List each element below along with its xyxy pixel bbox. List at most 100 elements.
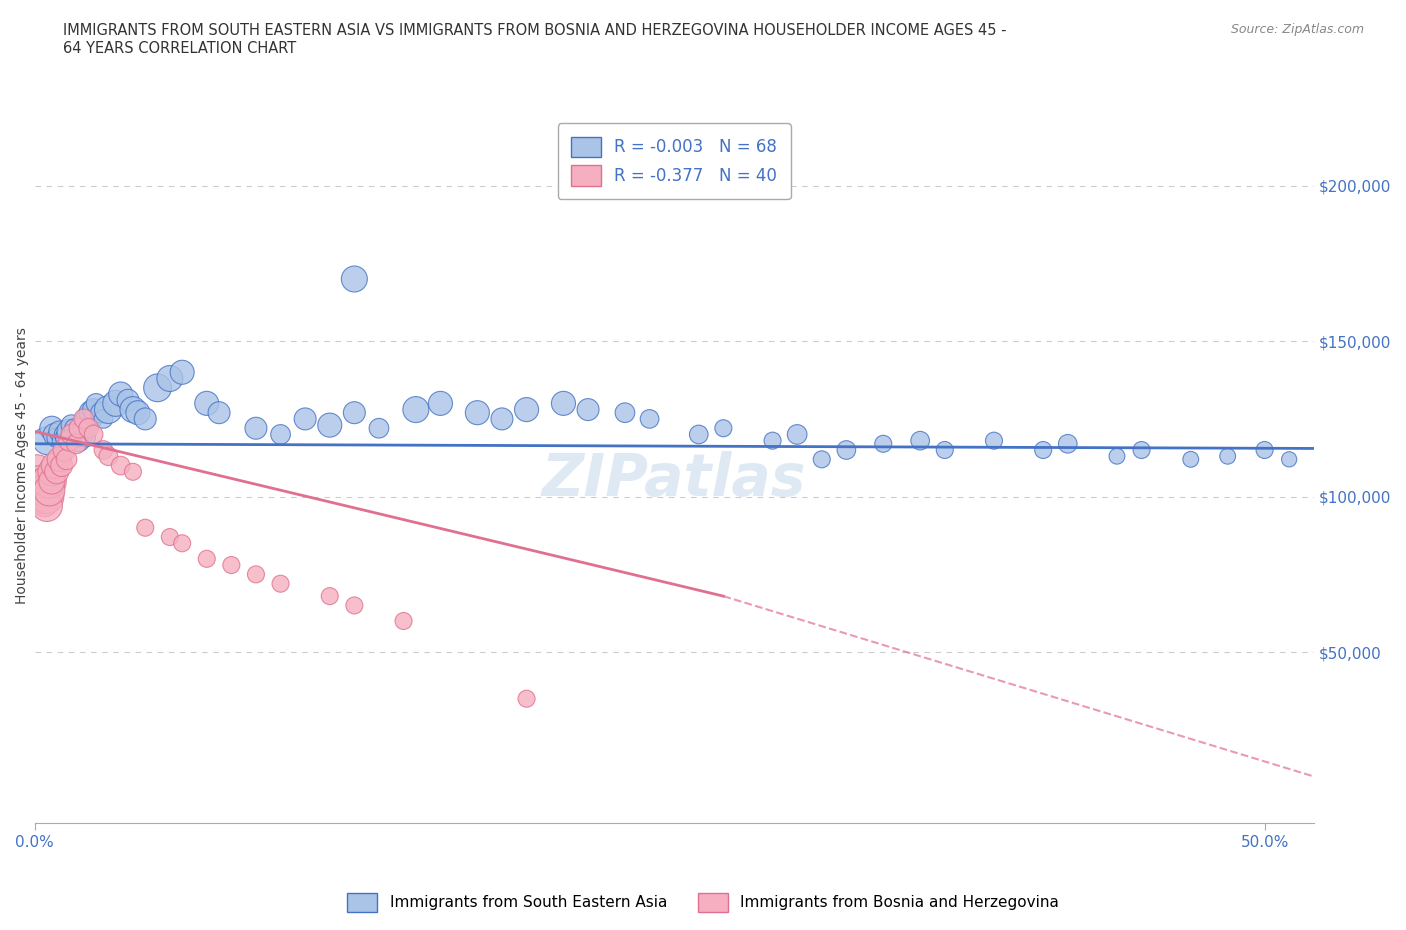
Point bbox=[77, 411, 100, 426]
Legend: R = -0.003   N = 68, R = -0.377   N = 40: R = -0.003 N = 68, R = -0.377 N = 40 bbox=[558, 124, 790, 199]
Point bbox=[38, 483, 60, 498]
Y-axis label: Householder Income Ages 45 - 64 years: Householder Income Ages 45 - 64 years bbox=[15, 327, 30, 604]
Point bbox=[467, 405, 489, 420]
Point bbox=[35, 498, 58, 513]
Point bbox=[245, 567, 267, 582]
Legend: Immigrants from South Eastern Asia, Immigrants from Bosnia and Herzegovina: Immigrants from South Eastern Asia, Immi… bbox=[340, 887, 1066, 918]
Point bbox=[172, 365, 194, 379]
Point bbox=[613, 405, 636, 420]
Point bbox=[343, 598, 366, 613]
Point bbox=[127, 405, 149, 420]
Point bbox=[31, 480, 53, 495]
Point bbox=[1180, 452, 1202, 467]
Point bbox=[93, 411, 115, 426]
Point bbox=[83, 402, 105, 417]
Point bbox=[44, 458, 66, 473]
Point bbox=[83, 427, 105, 442]
Point bbox=[319, 418, 342, 432]
Point bbox=[1032, 443, 1054, 458]
Point bbox=[516, 691, 538, 706]
Point bbox=[872, 436, 894, 451]
Point bbox=[392, 614, 415, 629]
Point bbox=[835, 443, 858, 458]
Text: IMMIGRANTS FROM SOUTH EASTERN ASIA VS IMMIGRANTS FROM BOSNIA AND HERZEGOVINA HOU: IMMIGRANTS FROM SOUTH EASTERN ASIA VS IM… bbox=[63, 23, 1007, 56]
Point bbox=[41, 420, 63, 435]
Point bbox=[45, 464, 67, 479]
Point bbox=[67, 433, 90, 448]
Point bbox=[53, 443, 76, 458]
Point bbox=[786, 427, 808, 442]
Point bbox=[35, 489, 58, 504]
Point bbox=[172, 536, 194, 551]
Point bbox=[51, 458, 73, 473]
Point bbox=[122, 402, 145, 417]
Point bbox=[48, 452, 70, 467]
Point bbox=[110, 387, 132, 402]
Point bbox=[104, 396, 127, 411]
Point bbox=[146, 380, 169, 395]
Point bbox=[761, 433, 783, 448]
Point bbox=[983, 433, 1005, 448]
Point bbox=[576, 402, 599, 417]
Point bbox=[53, 427, 76, 442]
Point bbox=[908, 433, 931, 448]
Point bbox=[90, 405, 112, 420]
Point bbox=[491, 411, 513, 426]
Point bbox=[28, 473, 51, 488]
Point bbox=[711, 420, 734, 435]
Point bbox=[38, 473, 60, 488]
Point bbox=[48, 424, 70, 439]
Point bbox=[405, 402, 427, 417]
Point bbox=[58, 433, 80, 448]
Point bbox=[1216, 449, 1239, 464]
Point bbox=[97, 402, 120, 417]
Point bbox=[117, 392, 139, 407]
Point bbox=[134, 520, 156, 535]
Point bbox=[60, 418, 83, 432]
Point bbox=[159, 529, 181, 544]
Point bbox=[208, 405, 231, 420]
Point bbox=[195, 396, 218, 411]
Point bbox=[45, 431, 67, 445]
Point bbox=[1278, 452, 1301, 467]
Point bbox=[34, 483, 56, 498]
Point bbox=[51, 433, 73, 448]
Point bbox=[688, 427, 710, 442]
Point bbox=[429, 396, 451, 411]
Point bbox=[1056, 436, 1078, 451]
Text: ZIPatlas: ZIPatlas bbox=[541, 451, 807, 509]
Point bbox=[122, 464, 145, 479]
Point bbox=[65, 436, 87, 451]
Point bbox=[60, 427, 83, 442]
Point bbox=[294, 411, 316, 426]
Point bbox=[553, 396, 575, 411]
Point bbox=[35, 433, 58, 448]
Point bbox=[80, 405, 103, 420]
Point bbox=[810, 452, 832, 467]
Point bbox=[638, 411, 661, 426]
Point bbox=[58, 424, 80, 439]
Point bbox=[70, 427, 93, 442]
Point bbox=[97, 449, 120, 464]
Point bbox=[73, 411, 96, 426]
Point bbox=[343, 272, 366, 286]
Point bbox=[73, 420, 96, 435]
Point bbox=[270, 427, 292, 442]
Point bbox=[77, 420, 100, 435]
Point bbox=[134, 411, 156, 426]
Point bbox=[67, 420, 90, 435]
Point bbox=[84, 396, 107, 411]
Point bbox=[25, 464, 48, 479]
Point bbox=[55, 452, 77, 467]
Point bbox=[368, 420, 391, 435]
Point bbox=[221, 558, 243, 573]
Point bbox=[110, 458, 132, 473]
Text: Source: ZipAtlas.com: Source: ZipAtlas.com bbox=[1230, 23, 1364, 36]
Point bbox=[934, 443, 956, 458]
Point bbox=[41, 464, 63, 479]
Point bbox=[41, 473, 63, 488]
Point bbox=[44, 427, 66, 442]
Point bbox=[245, 420, 267, 435]
Point bbox=[159, 371, 181, 386]
Point bbox=[63, 420, 86, 435]
